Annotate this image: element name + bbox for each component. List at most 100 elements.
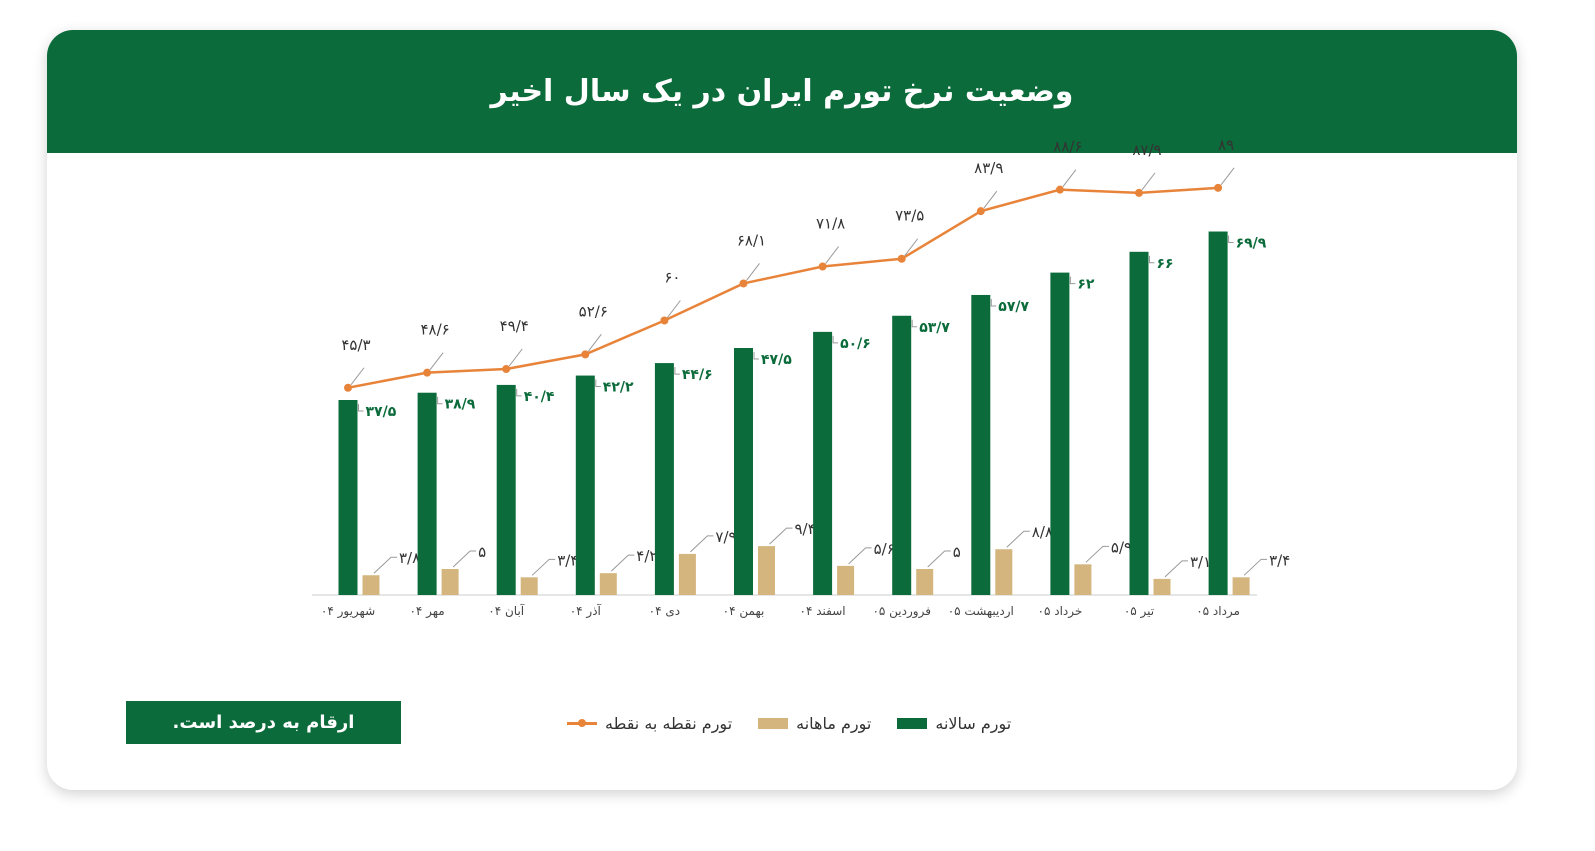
annual-leader <box>674 367 680 375</box>
annual-data-label: ۴۰/۴ <box>524 389 555 405</box>
point-leader <box>587 334 602 352</box>
monthly-data-label: ۳/۱ <box>1190 553 1211 571</box>
point-inflation-marker <box>581 350 590 359</box>
point-leader <box>1220 167 1235 186</box>
annual-bar <box>1129 251 1149 596</box>
point-leader <box>904 238 919 257</box>
annual-leader <box>911 319 918 328</box>
annual-bar <box>734 348 753 595</box>
monthly-leader <box>1085 545 1109 563</box>
x-tick-label: تیر ۰۵ <box>1124 604 1154 619</box>
annual-leader <box>753 352 759 360</box>
annual-leader <box>1228 235 1234 244</box>
point-data-label: ۸۹ <box>1218 136 1234 154</box>
x-tick-label: بهمن ۰۴ <box>723 604 765 619</box>
monthly-bar <box>1153 578 1171 595</box>
point-leader <box>825 246 839 264</box>
chart-card: وضعیت نرخ تورم ایران در یک سال اخیر ۳/۸ ش… <box>47 30 1517 790</box>
point-leader <box>983 190 998 209</box>
monthly-leader <box>1006 530 1030 548</box>
monthly-leader <box>373 556 397 574</box>
chart-title: وضعیت نرخ تورم ایران در یک سال اخیر <box>490 74 1074 109</box>
point-leader <box>667 300 681 318</box>
monthly-data-label: ۹/۴ <box>795 520 816 538</box>
monthly-data-label: ۳/۸ <box>399 549 420 567</box>
annual-data-label: ۵۷/۷ <box>998 299 1029 315</box>
x-tick-label: آذر ۰۴ <box>570 603 602 619</box>
point-inflation-marker <box>660 316 669 325</box>
monthly-leader <box>769 527 793 545</box>
legend-swatch-monthly <box>758 717 789 729</box>
annual-leader <box>437 396 443 405</box>
monthly-leader <box>1243 558 1268 576</box>
point-inflation-marker <box>897 254 906 263</box>
chart-legend: تورم نقطه به نقطه تورم ماهانه تورم سالان… <box>567 710 1037 736</box>
annual-leader <box>990 298 997 307</box>
monthly-bar <box>678 553 696 595</box>
note-box: ارقام به درصد است. <box>126 701 401 744</box>
monthly-data-label: ۴/۲ <box>636 547 657 565</box>
monthly-bar <box>995 549 1013 595</box>
annual-leader <box>358 404 364 412</box>
point-data-label: ۶۰ <box>664 269 680 287</box>
annual-data-label: ۳۷/۵ <box>366 404 397 420</box>
monthly-leader <box>1164 560 1188 578</box>
point-leader <box>1062 169 1077 187</box>
monthly-data-label: ۵/۶ <box>874 540 895 558</box>
annual-bar <box>813 331 833 595</box>
annual-data-label: ۴۴/۶ <box>682 367 713 383</box>
monthly-data-label: ۵ <box>953 543 961 561</box>
monthly-bar <box>599 573 617 595</box>
monthly-bar <box>837 565 855 595</box>
point-data-label: ۴۹/۴ <box>500 317 529 335</box>
point-data-label: ۷۳/۵ <box>895 207 924 225</box>
point-data-label: ۸۳/۹ <box>974 159 1003 177</box>
legend-item-monthly: تورم ماهانه <box>758 714 871 733</box>
annual-data-label: ۴۲/۲ <box>603 380 634 396</box>
annual-data-label: ۵۳/۷ <box>919 320 950 336</box>
x-tick-label: آبان ۰۴ <box>488 603 525 618</box>
monthly-data-label: ۷/۹ <box>715 528 736 546</box>
annual-bar <box>496 384 516 595</box>
point-data-label: ۶۸/۱ <box>737 231 766 249</box>
point-inflation-marker <box>976 207 985 216</box>
annual-data-label: ۶۶ <box>1157 256 1174 272</box>
monthly-data-label: ۳/۴ <box>557 551 578 569</box>
annual-bar <box>338 400 358 595</box>
monthly-bar <box>916 569 934 595</box>
monthly-bar <box>362 575 380 595</box>
point-data-label: ۷۱/۸ <box>816 215 845 233</box>
x-tick-label: مهر ۰۴ <box>409 604 444 619</box>
point-inflation-marker <box>1214 183 1223 192</box>
annual-data-label: ۶۹/۹ <box>1236 236 1267 252</box>
point-data-label: ۴۵/۳ <box>341 336 370 354</box>
monthly-leader <box>927 550 951 568</box>
annual-data-label: ۳۸/۹ <box>445 397 476 413</box>
monthly-bar <box>1232 577 1250 595</box>
point-leader <box>350 367 365 386</box>
x-tick-label: مرداد ۰۵ <box>1196 604 1240 619</box>
point-inflation-marker <box>739 279 748 288</box>
monthly-data-label: ۸/۸ <box>1032 523 1053 541</box>
monthly-data-label: ۵/۹ <box>1111 538 1132 556</box>
monthly-bar <box>758 546 775 595</box>
legend-swatch-annual <box>897 717 928 729</box>
monthly-leader <box>452 550 477 568</box>
monthly-data-label: ۵ <box>478 543 486 561</box>
point-data-label: ۴۸/۶ <box>420 321 449 339</box>
x-tick-label: اردیبهشت ۰۵ <box>948 604 1014 619</box>
point-inflation-line <box>347 186 1219 389</box>
legend-item-point: تورم نقطه به نقطه <box>567 714 732 733</box>
annual-leader <box>1069 276 1076 285</box>
point-data-label: ۸۸/۶ <box>1053 138 1082 156</box>
annual-leader <box>516 388 522 397</box>
x-tick-label: اسفند ۰۴ <box>800 604 846 618</box>
monthly-data-label: ۳/۴ <box>1269 551 1290 569</box>
point-data-label: ۵۲/۶ <box>579 302 608 320</box>
monthly-leader <box>610 554 635 572</box>
monthly-bar <box>1074 564 1092 595</box>
x-tick-label: خرداد ۰۵ <box>1038 604 1083 619</box>
annual-bar <box>892 315 912 595</box>
annual-bar <box>971 294 991 595</box>
point-leader <box>429 352 444 370</box>
